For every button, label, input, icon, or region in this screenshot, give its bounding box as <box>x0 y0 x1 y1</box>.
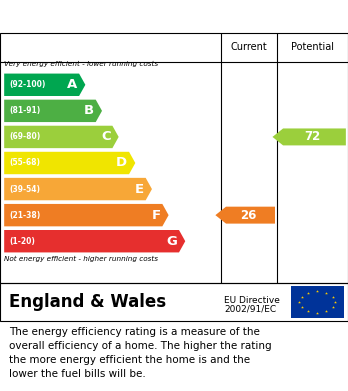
Polygon shape <box>4 100 102 122</box>
Text: Current: Current <box>230 42 267 52</box>
Text: (69-80): (69-80) <box>9 133 41 142</box>
Polygon shape <box>4 152 135 174</box>
Polygon shape <box>215 207 275 224</box>
Polygon shape <box>4 178 152 200</box>
Text: (21-38): (21-38) <box>9 211 41 220</box>
Text: Very energy efficient - lower running costs: Very energy efficient - lower running co… <box>4 61 158 67</box>
Text: E: E <box>135 183 144 196</box>
Text: G: G <box>166 235 177 248</box>
Text: Energy Efficiency Rating: Energy Efficiency Rating <box>9 10 230 25</box>
Text: 72: 72 <box>304 131 321 143</box>
Text: Not energy efficient - higher running costs: Not energy efficient - higher running co… <box>4 255 158 262</box>
Text: A: A <box>67 78 77 91</box>
Text: B: B <box>84 104 94 117</box>
Text: F: F <box>151 209 160 222</box>
Polygon shape <box>272 129 346 145</box>
Text: (39-54): (39-54) <box>9 185 40 194</box>
Polygon shape <box>4 126 119 148</box>
Polygon shape <box>4 204 168 226</box>
Text: C: C <box>101 131 111 143</box>
Text: (55-68): (55-68) <box>9 158 40 167</box>
Polygon shape <box>4 74 85 96</box>
Text: EU Directive: EU Directive <box>224 296 280 305</box>
Text: 26: 26 <box>240 209 257 222</box>
Text: D: D <box>116 156 127 170</box>
Text: (81-91): (81-91) <box>9 106 41 115</box>
Bar <box>291 286 344 318</box>
Text: (1-20): (1-20) <box>9 237 35 246</box>
Text: 2002/91/EC: 2002/91/EC <box>224 304 277 313</box>
Text: (92-100): (92-100) <box>9 80 46 89</box>
Text: The energy efficiency rating is a measure of the
overall efficiency of a home. T: The energy efficiency rating is a measur… <box>9 326 271 378</box>
Text: Potential: Potential <box>291 42 334 52</box>
Polygon shape <box>4 230 185 253</box>
Text: England & Wales: England & Wales <box>9 293 166 311</box>
